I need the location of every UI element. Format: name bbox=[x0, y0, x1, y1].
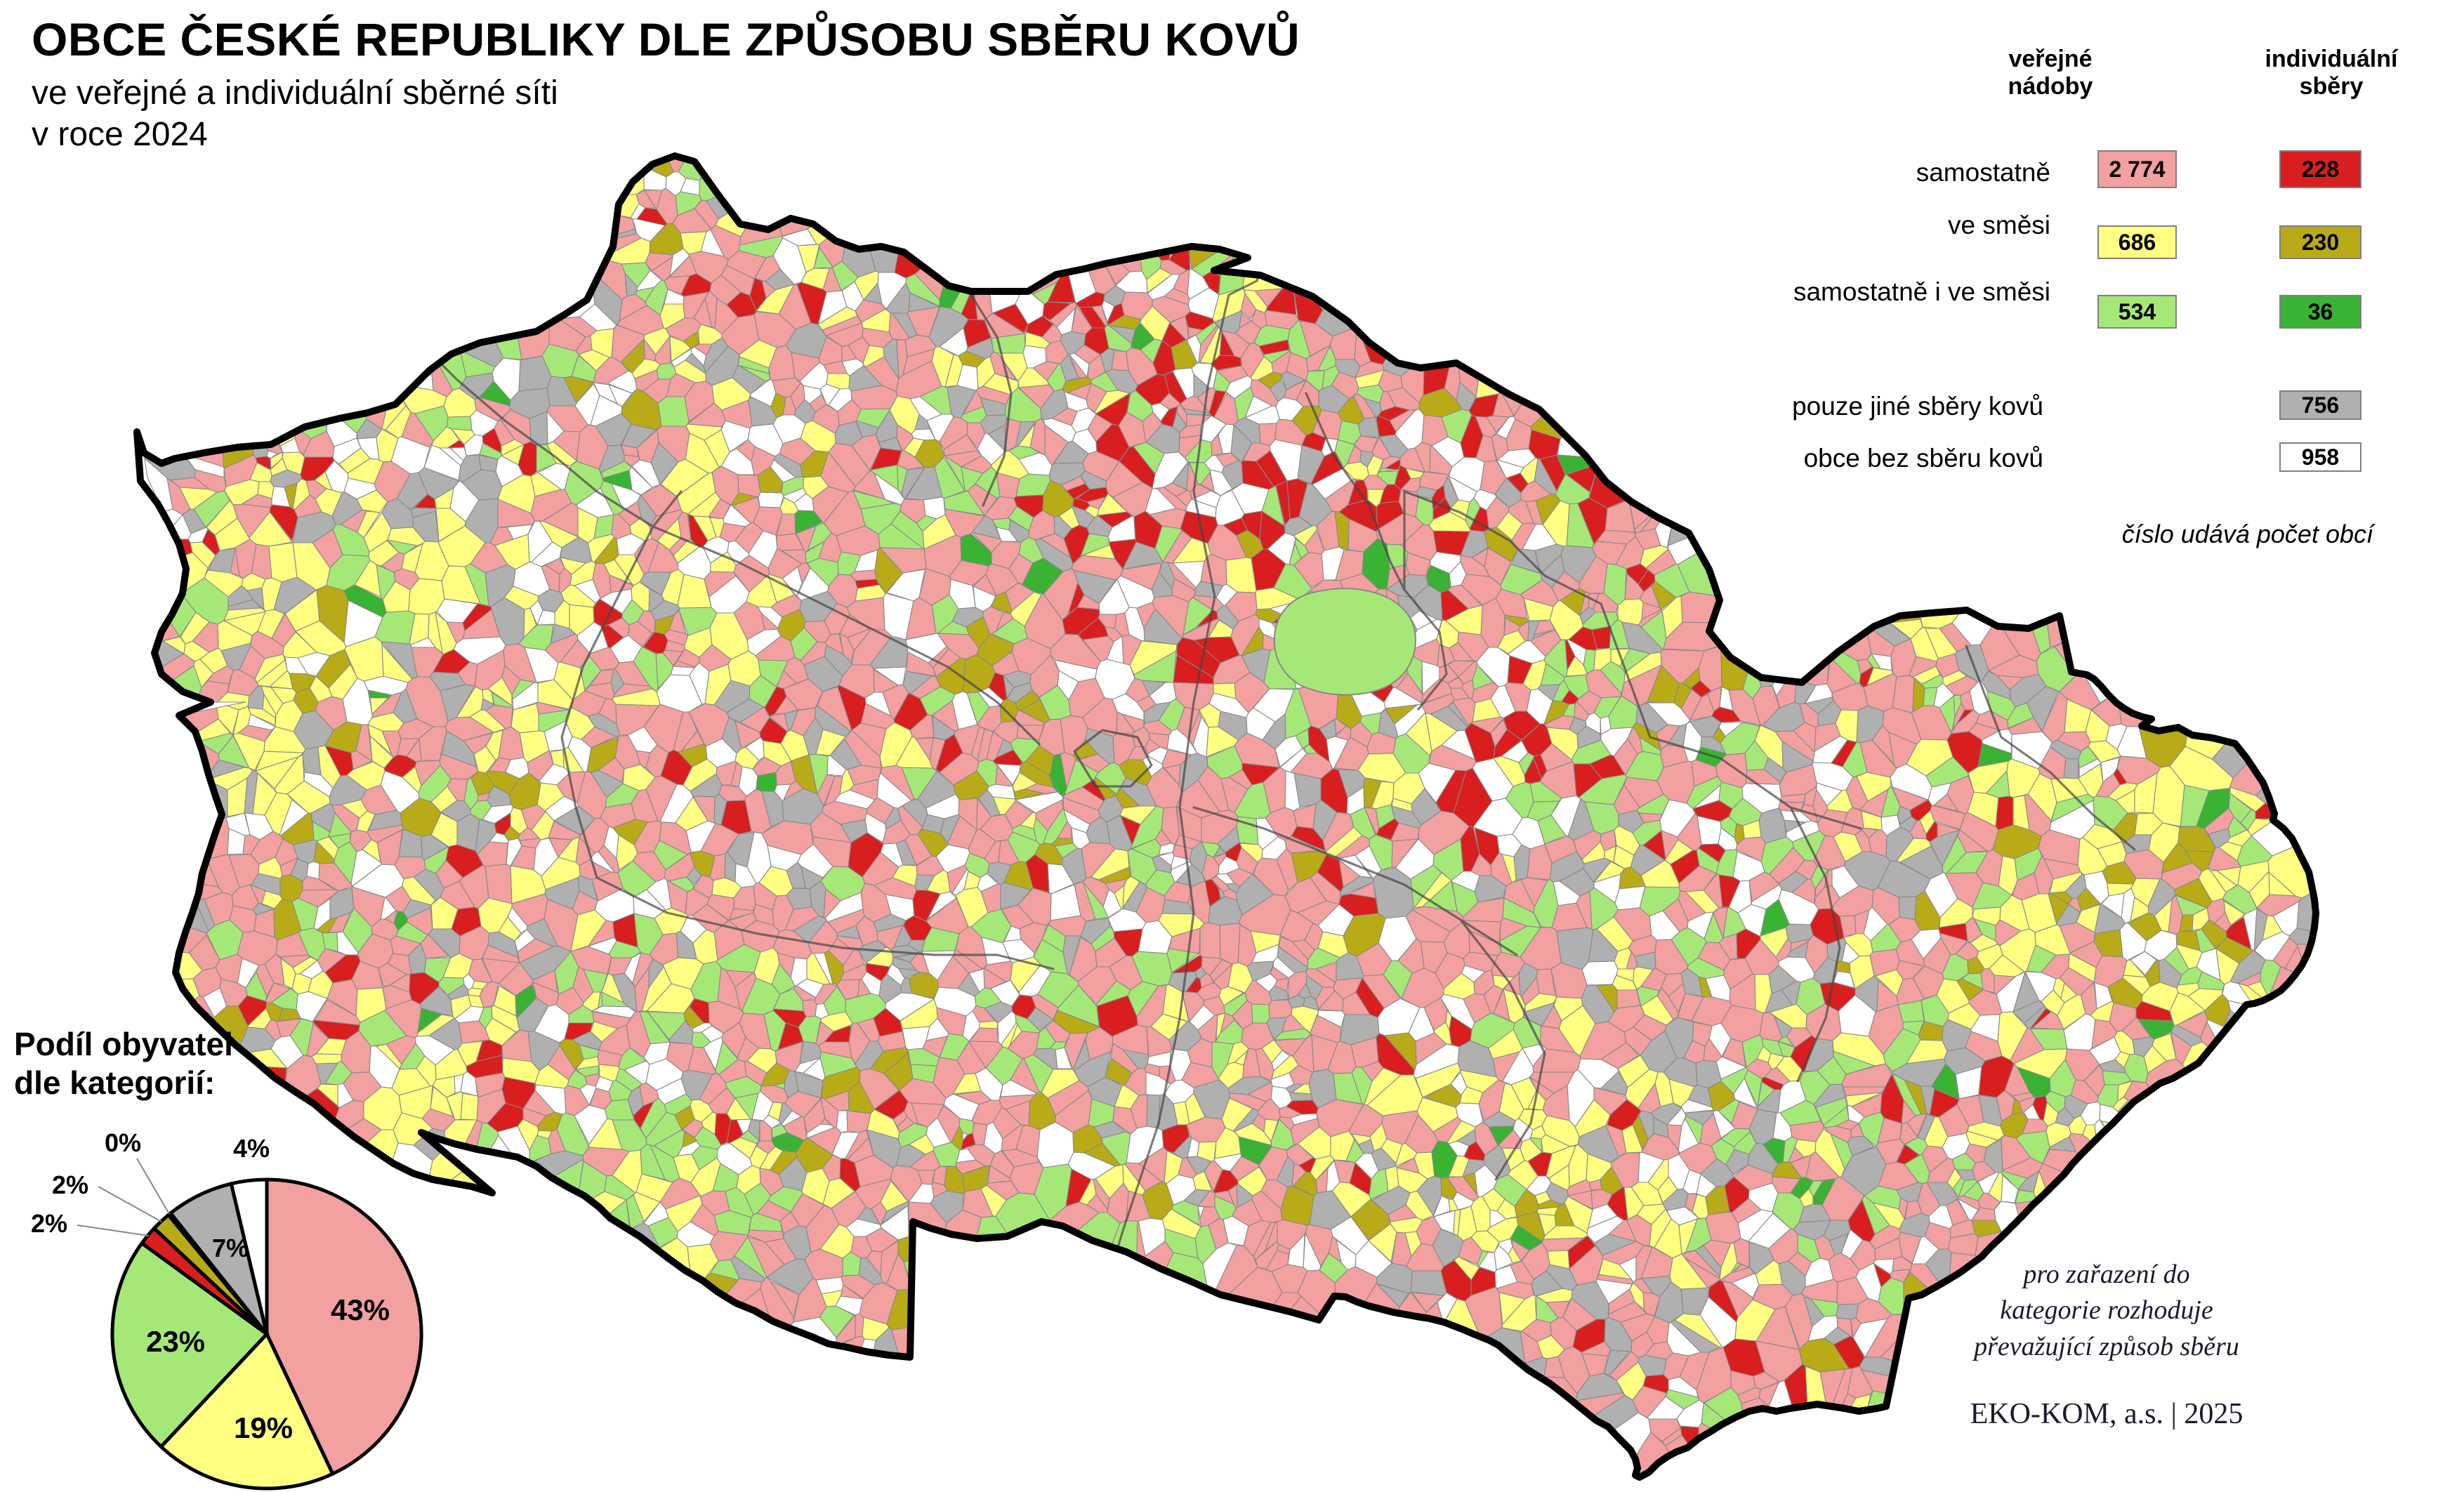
svg-text:23%: 23% bbox=[146, 1325, 205, 1358]
svg-text:0%: 0% bbox=[105, 1128, 141, 1157]
svg-text:7%: 7% bbox=[212, 1234, 249, 1262]
svg-text:19%: 19% bbox=[234, 1411, 293, 1444]
svg-text:2%: 2% bbox=[52, 1170, 88, 1199]
svg-text:43%: 43% bbox=[331, 1293, 390, 1326]
svg-text:4%: 4% bbox=[233, 1134, 270, 1163]
svg-text:2%: 2% bbox=[31, 1209, 67, 1238]
